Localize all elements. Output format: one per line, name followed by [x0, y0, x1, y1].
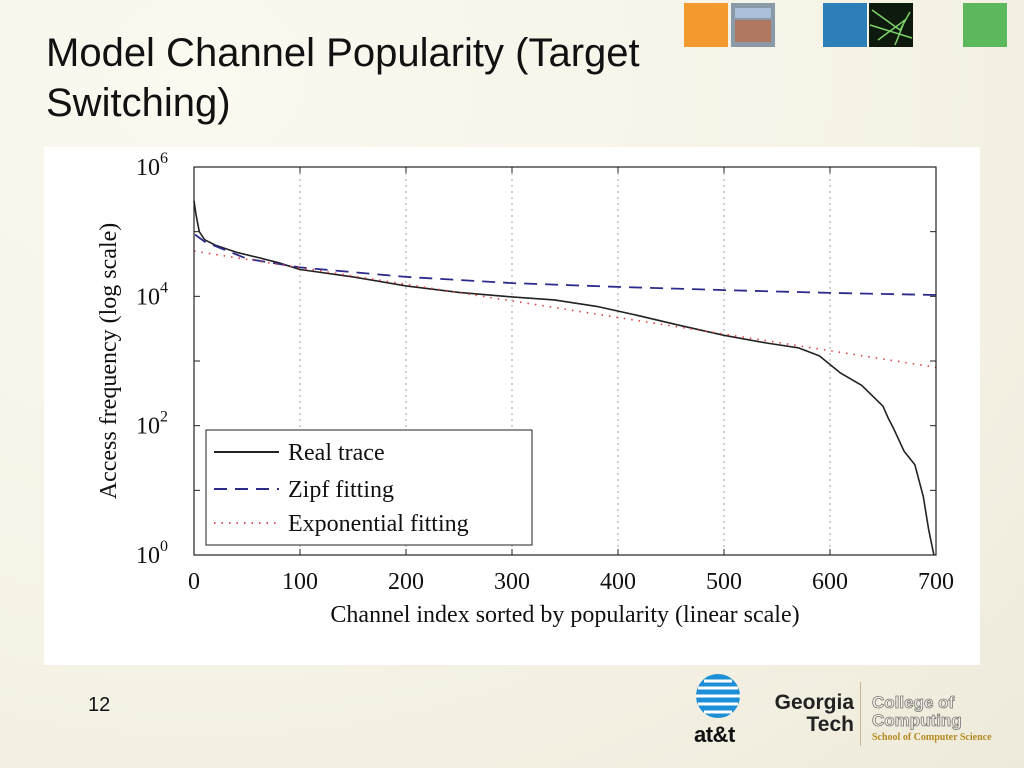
footer-logos: at&t Georgia Tech College of Computing S…	[690, 672, 1010, 752]
green-square	[963, 3, 1007, 47]
legend-label-real-trace: Real trace	[288, 440, 385, 466]
y-tick-label: 100	[136, 538, 168, 569]
college-of-computing-logo: College of Computing	[872, 693, 963, 730]
y-tick-label: 104	[136, 279, 168, 310]
chart-panel: 0 100 200 300 400 500 600 700 100 102 104 106 Chann…	[44, 147, 980, 665]
page-number: 12	[88, 694, 111, 716]
x-tick-label: 300	[494, 569, 530, 595]
college-line-1: College of	[872, 693, 955, 712]
orange-square	[684, 3, 728, 47]
georgia-tech-line-2: Tech	[806, 713, 854, 736]
x-tick-label: 100	[282, 569, 318, 595]
legend-label-exponential: Exponential fitting	[288, 511, 469, 537]
school-name: School of Computer Science	[872, 732, 992, 743]
x-tick-label: 200	[388, 569, 424, 595]
x-tick-label: 400	[600, 569, 636, 595]
legend-box	[205, 429, 533, 546]
network-image	[869, 3, 913, 47]
slide-title: Model Channel Popularity (Target Switchi…	[46, 31, 640, 125]
georgia-tech-line-1: Georgia	[774, 691, 854, 714]
blue-square	[823, 3, 867, 47]
x-tick-label: 600	[812, 569, 848, 595]
x-axis-label: Channel index sorted by popularity (line…	[330, 602, 799, 628]
x-tick-label: 0	[188, 569, 200, 595]
x-tick-label: 700	[918, 569, 954, 595]
series-zipf-fitting-line	[194, 233, 937, 296]
legend-label-zipf: Zipf fitting	[288, 477, 394, 503]
georgia-tech-logo: Georgia Tech	[762, 692, 854, 736]
att-globe-icon	[696, 674, 740, 718]
y-tick-label: 102	[136, 409, 168, 440]
y-axis-label: Access frequency (log scale)	[96, 223, 122, 500]
att-logo-text: at&t	[694, 722, 735, 747]
chart: 0 100 200 300 400 500 600 700 100 102 104 106 Chann…	[96, 150, 954, 628]
series-exponential-fitting-line	[193, 250, 937, 369]
ticks: 0 100 200 300 400 500 600 700 100 102 104 106	[136, 150, 954, 595]
x-tick-label: 500	[706, 569, 742, 595]
y-tick-label: 106	[136, 150, 168, 181]
header-decoration	[684, 3, 1007, 47]
college-line-2: Computing	[872, 711, 963, 730]
logo-divider	[860, 682, 861, 746]
legend: Real trace Zipf fitting Exponential fitt…	[205, 429, 533, 546]
series-real-trace-line	[193, 200, 935, 556]
series-layer	[193, 200, 937, 556]
